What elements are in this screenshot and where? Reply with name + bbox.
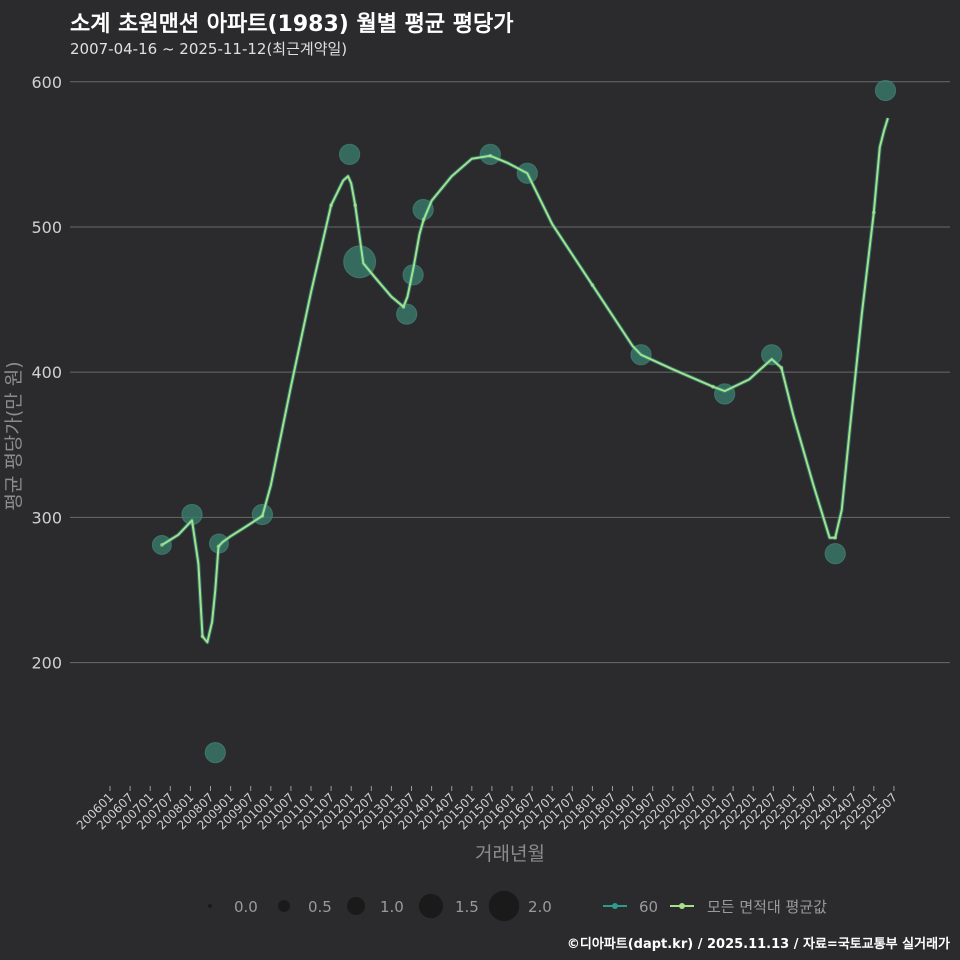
legend-size-label: 0.0 (234, 898, 258, 916)
bubble-point (338, 143, 361, 166)
bubble-point (874, 79, 897, 102)
legend-size-key (278, 900, 290, 912)
y-tick-label: 200 (31, 654, 62, 673)
y-tick-labels: 200 300 400 500 600 (31, 73, 62, 673)
x-axis-label: 거래년월 (475, 843, 545, 865)
average-point (329, 203, 333, 207)
average-point (779, 366, 784, 370)
y-tick-label: 600 (31, 73, 62, 92)
average-line (161, 117, 889, 644)
average-point (401, 305, 406, 309)
bubble-point (824, 543, 846, 565)
series-60-line (160, 117, 890, 645)
average-point (872, 210, 876, 215)
chart-subtitle: 2007-04-16 ~ 2025-11-12(최근계약일) (70, 40, 348, 58)
y-tick-label: 400 (31, 363, 62, 382)
chart-title: 소계 초원맨션 아파트(1983) 월별 평균 평당가 (70, 12, 514, 37)
x-tick-labels: 2006012006072007012007072008012008072009… (74, 786, 900, 833)
grid-lines (70, 81, 950, 664)
legend-60-dot (612, 903, 618, 909)
legend-size-key (418, 893, 444, 919)
legend-size-label: 1.5 (455, 898, 479, 916)
source-caption: ©디아파트(dapt.kr) / 2025.11.13 / 자료=국토교통부 실… (566, 937, 950, 952)
average-point (353, 203, 358, 207)
bubble-point (204, 741, 226, 764)
bubble-point (761, 344, 783, 366)
legend-size-key (346, 896, 366, 916)
y-axis-label: 평균 평당가(만 원) (3, 361, 25, 510)
legend-avg-label: 모든 면적대 평균값 (707, 898, 827, 916)
average-point (711, 384, 715, 389)
average-line-group (160, 117, 890, 645)
y-tick-label: 300 (31, 508, 62, 527)
legend-size-label: 1.0 (380, 898, 404, 916)
legend-size-label: 2.0 (528, 898, 552, 916)
legend-size-key (488, 890, 520, 922)
average-point (421, 217, 426, 222)
legend-avg-dot (679, 903, 685, 909)
average-point (260, 514, 265, 518)
series-60-bubbles (151, 79, 897, 764)
legend-size-label: 0.5 (308, 898, 332, 916)
average-point (216, 544, 221, 549)
legend-size-key (208, 904, 212, 908)
legend: 0.0 0.5 1.0 1.5 2.0 60 모든 면적대 평균값 (208, 890, 827, 922)
legend-60-label: 60 (639, 898, 658, 916)
y-tick-label: 500 (31, 218, 62, 237)
average-point (200, 634, 205, 639)
average-point (488, 154, 493, 158)
average-point (590, 283, 595, 287)
average-point (160, 543, 164, 547)
bubble-point (396, 303, 418, 325)
average-point (833, 535, 838, 540)
